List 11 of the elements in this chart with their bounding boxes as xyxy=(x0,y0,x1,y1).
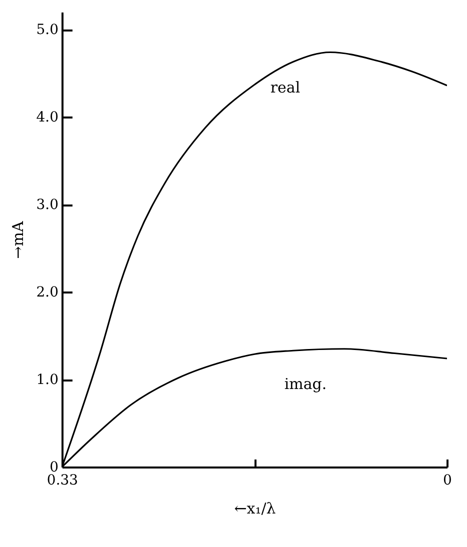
x-axis-title: ←x₁/λ xyxy=(234,500,276,518)
y-axis-title: →mA xyxy=(9,221,28,259)
series-label: real xyxy=(270,78,300,96)
series-label: imag. xyxy=(284,374,327,393)
x-tick-label: 0.33 xyxy=(46,472,78,488)
y-tick-label: 4.0 xyxy=(36,110,58,126)
y-tick-label: 5.0 xyxy=(36,22,58,38)
y-tick-label: 1.0 xyxy=(36,372,58,388)
y-tick-label: 0 xyxy=(50,460,58,476)
y-tick-label: 3.0 xyxy=(36,197,58,213)
y-tick-label: 2.0 xyxy=(36,284,58,300)
